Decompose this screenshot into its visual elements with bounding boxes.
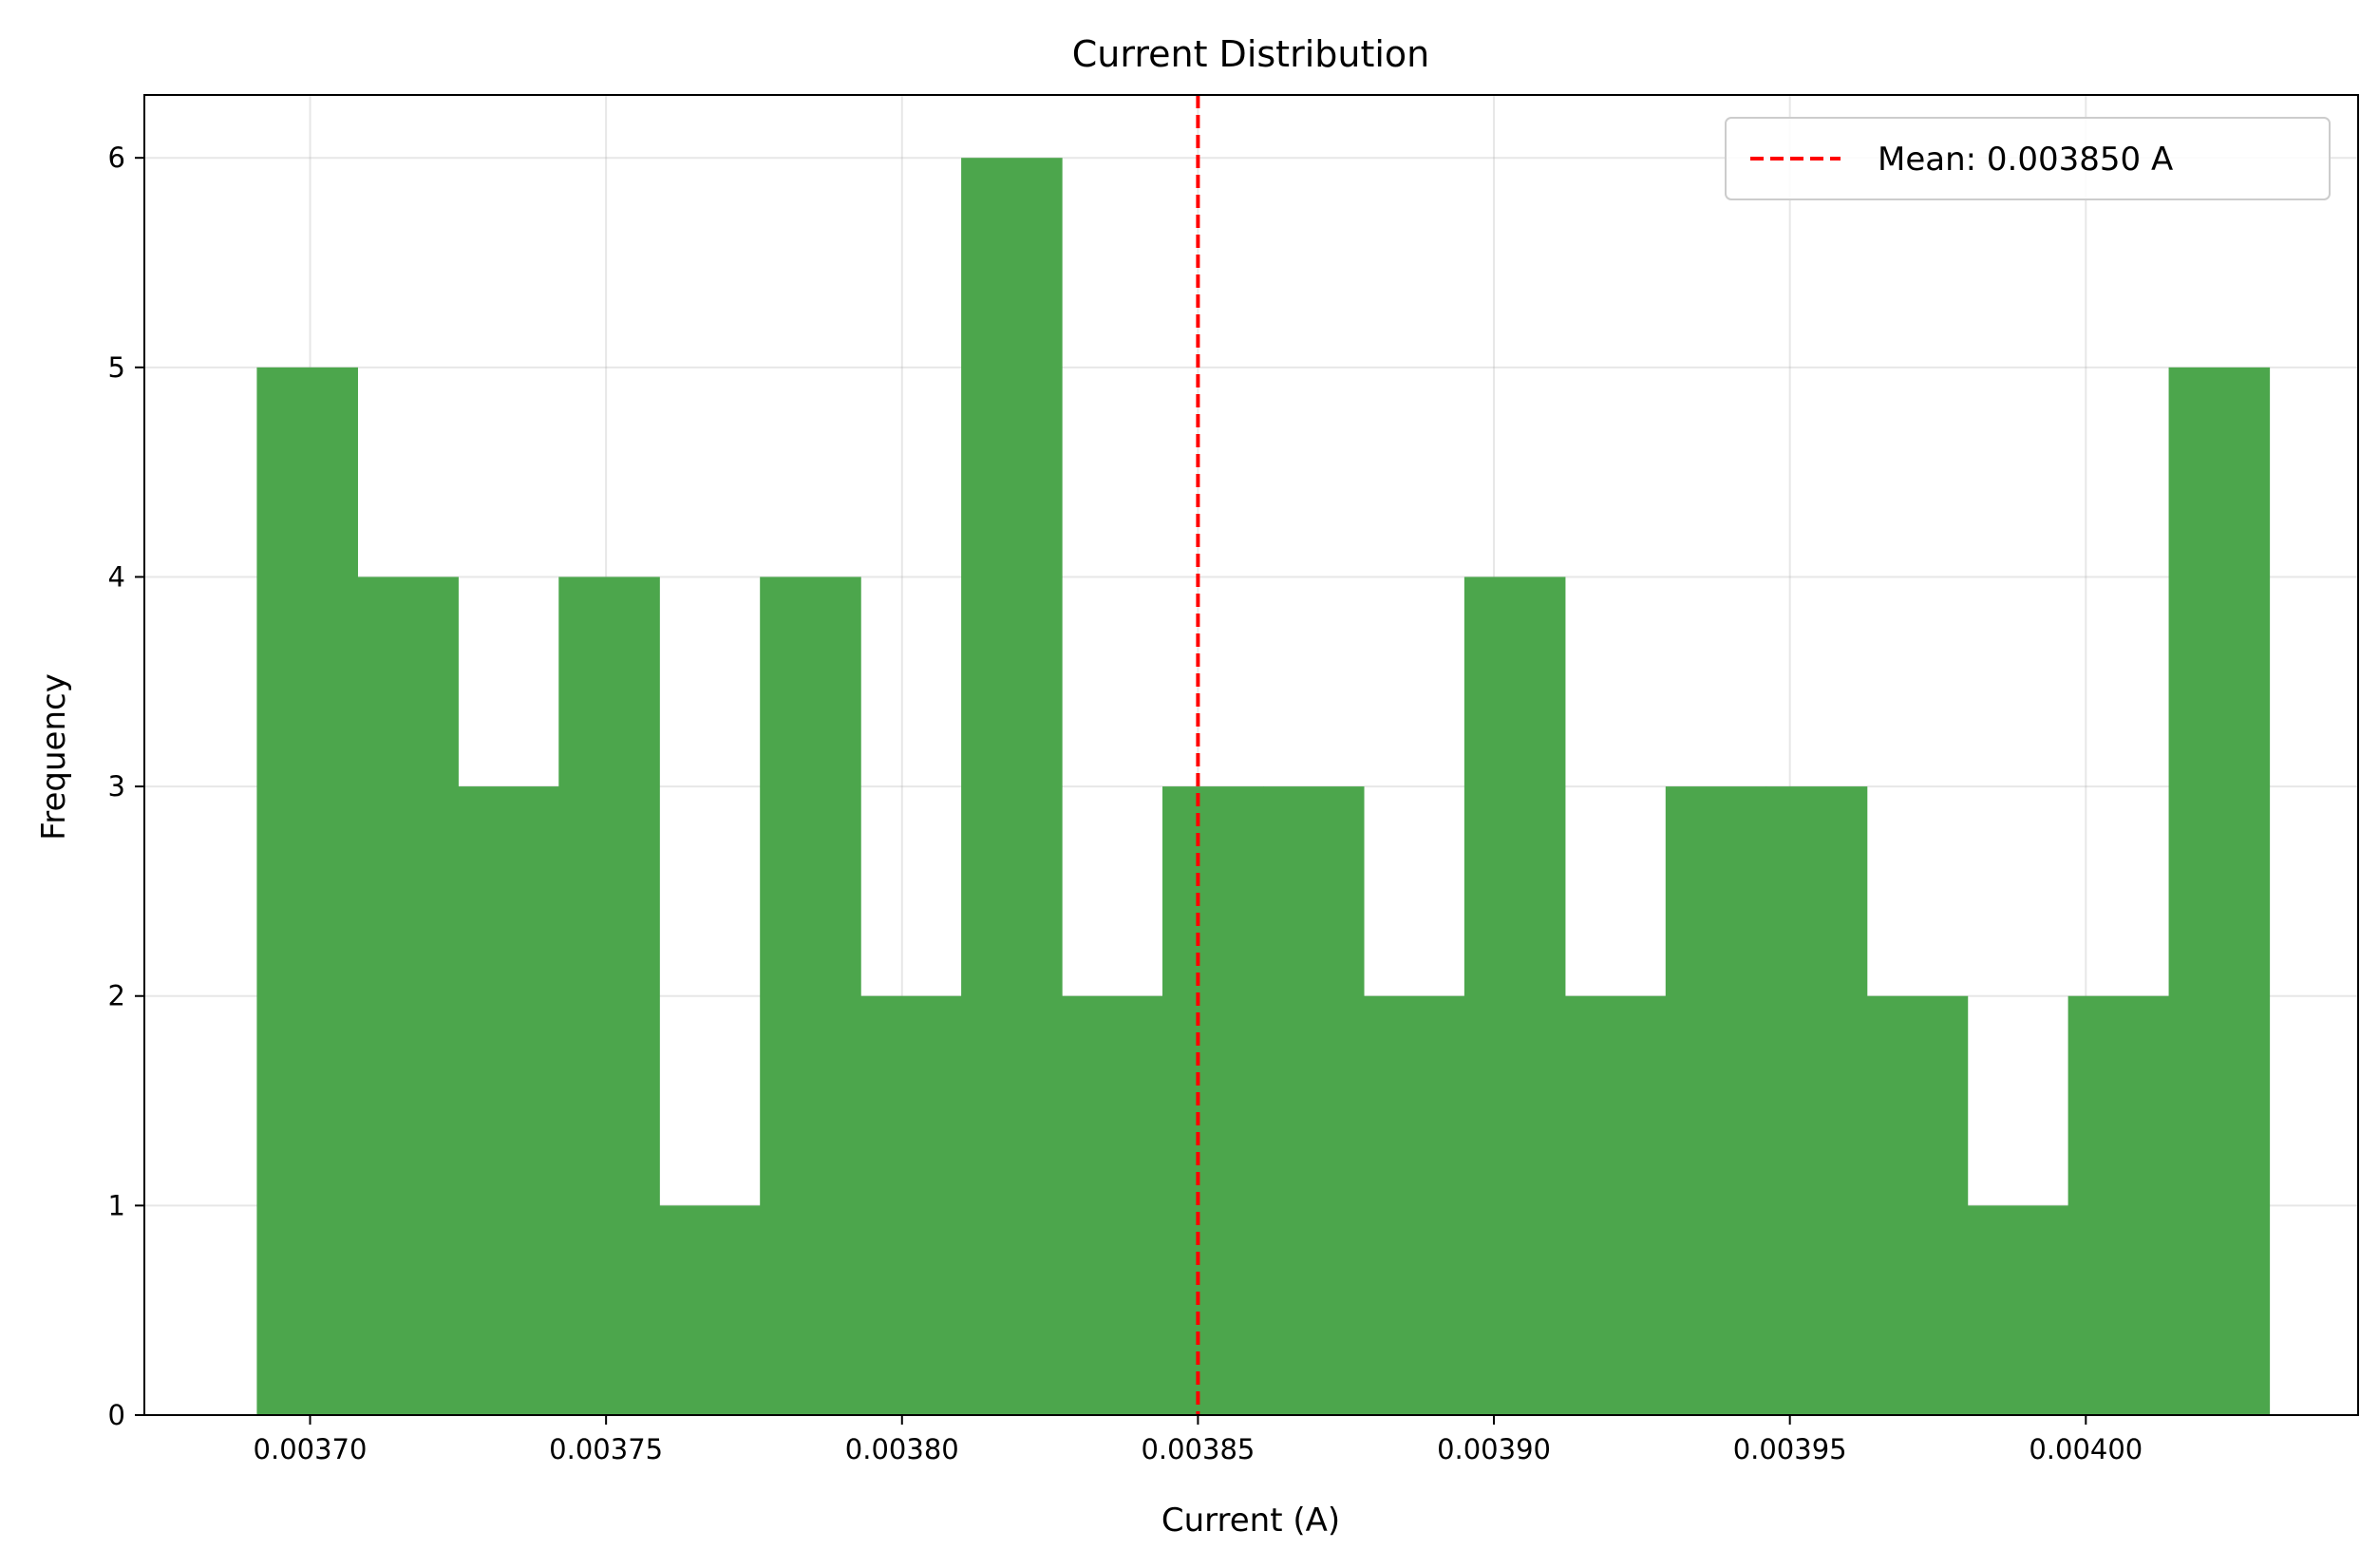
histogram-bar xyxy=(760,576,861,1415)
x-tick-label: 0.00375 xyxy=(549,1433,663,1465)
y-tick-label: 1 xyxy=(108,1189,125,1221)
histogram-bar xyxy=(558,576,660,1415)
histogram-bar xyxy=(1866,995,1969,1415)
histogram-bar xyxy=(458,786,559,1415)
histogram-bar xyxy=(1363,995,1465,1415)
x-axis-label: Current (A) xyxy=(1161,1502,1340,1540)
chart-title: Current Distribution xyxy=(1072,33,1430,75)
histogram-bar xyxy=(357,576,459,1415)
y-tick-label: 6 xyxy=(108,142,125,174)
histogram-bar xyxy=(256,367,358,1415)
histogram-bar xyxy=(1262,786,1365,1415)
legend-mean-label: Mean: 0.003850 A xyxy=(1878,141,2173,179)
histogram-bar xyxy=(860,995,962,1415)
histogram-bar xyxy=(2168,367,2271,1415)
histogram-bar xyxy=(1665,786,1767,1415)
x-tick-label: 0.00390 xyxy=(1437,1433,1551,1465)
histogram-bar xyxy=(1967,1205,2069,1415)
histogram-bar xyxy=(1765,786,1868,1415)
histogram-bars xyxy=(256,158,2271,1416)
y-axis-label: Frequency xyxy=(35,673,73,841)
histogram-bar xyxy=(659,1205,761,1415)
y-tick-label: 4 xyxy=(108,560,125,593)
histogram-bar xyxy=(1162,786,1264,1415)
y-tick-label: 5 xyxy=(108,351,125,384)
x-tick-label: 0.00380 xyxy=(845,1433,959,1465)
y-tick-label: 0 xyxy=(108,1399,125,1431)
legend-box xyxy=(1725,117,2331,200)
x-tick-label: 0.00400 xyxy=(2029,1433,2143,1465)
x-tick-label: 0.00385 xyxy=(1141,1433,1255,1465)
y-tick-label: 2 xyxy=(108,980,125,1012)
histogram-bar xyxy=(2067,995,2170,1415)
histogram-bar xyxy=(961,158,1063,1416)
histogram-bar xyxy=(1564,995,1667,1415)
x-tick-label: 0.00395 xyxy=(1733,1433,1847,1465)
histogram-bar xyxy=(1062,995,1163,1415)
histogram-bar xyxy=(1463,576,1566,1415)
x-axis-ticks: 0.00370 0.00375 0.00380 0.00385 0.00390 0.003… xyxy=(254,1415,2143,1465)
plot-frame xyxy=(143,94,2359,1416)
y-axis-ticks: 0 1 2 3 4 5 6 xyxy=(108,142,144,1431)
legend: Mean: 0.003850 A xyxy=(1725,117,2331,200)
x-tick-label: 0.00370 xyxy=(254,1433,368,1465)
y-tick-label: 3 xyxy=(108,770,125,803)
